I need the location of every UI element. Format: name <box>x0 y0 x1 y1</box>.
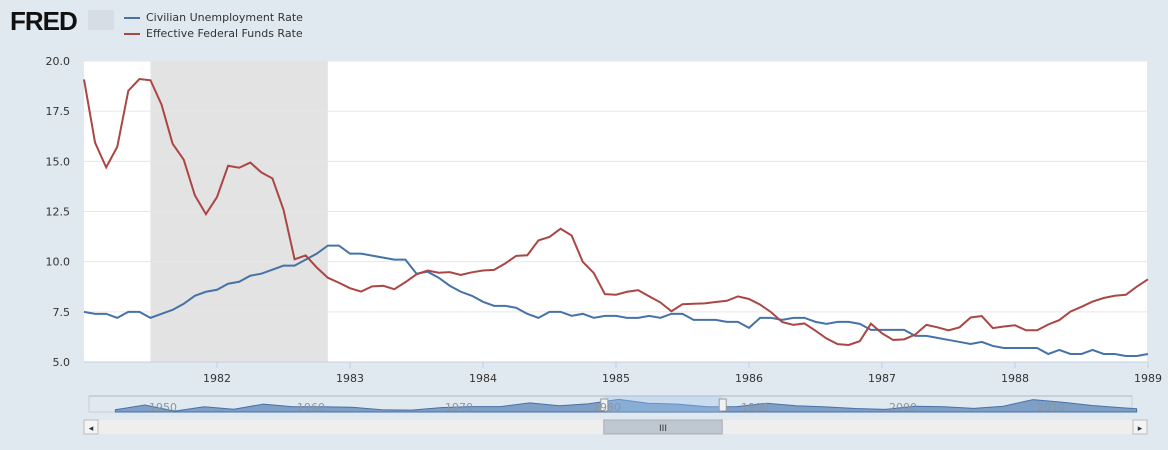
y-tick-label: 20.0 <box>46 55 71 68</box>
navigator-tick-label: 1970 <box>445 401 473 414</box>
series-line-fedfunds[interactable] <box>83 78 1149 346</box>
navigator-series <box>114 398 1138 413</box>
y-tick-label: 12.5 <box>46 206 71 219</box>
scroll-left-button[interactable] <box>83 419 99 435</box>
navigator-handle[interactable] <box>600 398 609 412</box>
navigator-tick-label: 2000 <box>889 401 917 414</box>
legend-swatch <box>124 32 140 35</box>
x-tick-label: 1989 <box>1134 372 1162 385</box>
y-tick-label: 17.5 <box>46 105 71 118</box>
y-tick-label: 15.0 <box>46 155 71 168</box>
series-line-unemployment[interactable] <box>83 244 1149 357</box>
x-tick-label: 1988 <box>1001 372 1029 385</box>
x-tick-label: 1982 <box>203 372 231 385</box>
chart-logo-icon <box>88 10 114 30</box>
fred-logo[interactable]: FRED <box>10 6 78 36</box>
navigator-handle[interactable] <box>718 398 727 412</box>
navigator-tick-label: 2010 <box>1037 401 1065 414</box>
x-tick-label: 1986 <box>735 372 763 385</box>
legend-label: Effective Federal Funds Rate <box>146 27 303 40</box>
legend-swatch <box>124 16 140 19</box>
y-tick-label: 7.5 <box>53 306 71 319</box>
scroll-right-button[interactable] <box>1132 419 1148 435</box>
y-tick-label: 5.0 <box>53 356 71 369</box>
x-tick-label: 1983 <box>336 372 364 385</box>
x-tick-label: 1985 <box>602 372 630 385</box>
y-tick-label: 10.0 <box>46 256 71 269</box>
navigator-tick-label: 1980 <box>593 401 621 414</box>
navigator-tick-label: 1960 <box>297 401 325 414</box>
legend-label: Civilian Unemployment Rate <box>146 11 303 24</box>
legend-item-unemployment[interactable]: Civilian Unemployment Rate <box>124 11 303 24</box>
x-tick-label: 1984 <box>469 372 497 385</box>
scroll-right-arrow-icon: ▸ <box>1138 424 1143 434</box>
scrollbar-thumb[interactable] <box>603 419 723 435</box>
navigator-tick-label: 1950 <box>149 401 177 414</box>
legend-item-fedfunds[interactable]: Effective Federal Funds Rate <box>124 27 303 40</box>
scroll-left-arrow-icon: ◂ <box>89 424 94 434</box>
x-tick-label: 1987 <box>868 372 896 385</box>
navigator-selection[interactable] <box>603 396 723 412</box>
navigator-tick-label: 1990 <box>741 401 769 414</box>
scrollbar-grip-icon: III <box>659 424 667 434</box>
